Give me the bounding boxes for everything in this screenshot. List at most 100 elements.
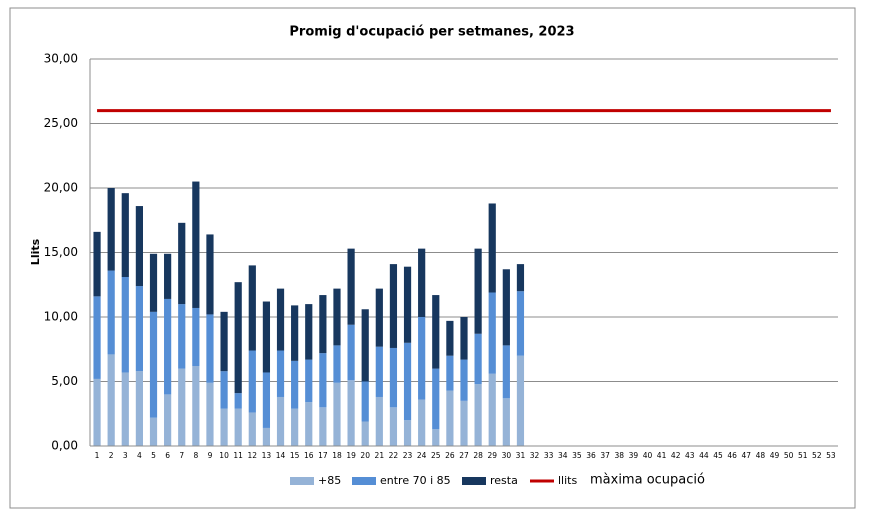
x-tick-label: 42 bbox=[671, 451, 681, 460]
bar-segment bbox=[206, 314, 214, 383]
bar-segment bbox=[305, 359, 313, 403]
bar-segment bbox=[107, 188, 115, 271]
x-tick-label: 52 bbox=[812, 451, 822, 460]
bar-segment bbox=[460, 400, 468, 446]
x-tick-label: 13 bbox=[262, 451, 272, 460]
x-tick-label: 8 bbox=[193, 451, 198, 460]
bar-segment bbox=[192, 307, 200, 367]
x-tick-label: 20 bbox=[360, 451, 370, 460]
bar-segment bbox=[135, 286, 143, 372]
bar-segment bbox=[276, 350, 285, 397]
bar-segment bbox=[488, 373, 496, 446]
bar-segment bbox=[502, 269, 510, 346]
x-tick-label: 37 bbox=[600, 451, 610, 460]
bar-segment bbox=[432, 295, 440, 369]
bar-segment bbox=[291, 360, 299, 409]
bar-segment bbox=[164, 394, 172, 446]
x-tick-label: 16 bbox=[304, 451, 314, 460]
bar-segment bbox=[474, 333, 482, 385]
bar-segment bbox=[389, 264, 398, 348]
bar-segment bbox=[248, 265, 256, 351]
x-tick-label: 6 bbox=[165, 451, 170, 460]
x-tick-label: 41 bbox=[657, 451, 667, 460]
x-tick-label: 1 bbox=[95, 451, 100, 460]
bar-segment bbox=[403, 342, 412, 421]
x-tick-label: 5 bbox=[151, 451, 156, 460]
y-tick-label: 0,00 bbox=[51, 439, 78, 453]
x-tick-label: 25 bbox=[431, 451, 441, 460]
bar-segment bbox=[319, 353, 327, 408]
bar-segment bbox=[248, 412, 256, 446]
x-tick-label: 14 bbox=[276, 451, 286, 460]
bar-segment bbox=[107, 354, 115, 446]
y-tick-label: 20,00 bbox=[44, 181, 78, 195]
legend-label: llits bbox=[558, 474, 577, 487]
bar-segment bbox=[220, 408, 228, 446]
x-tick-label: 15 bbox=[290, 451, 300, 460]
x-tick-label: 39 bbox=[629, 451, 639, 460]
x-tick-label: 44 bbox=[699, 451, 709, 460]
bar-segment bbox=[262, 301, 271, 373]
x-tick-label: 22 bbox=[389, 451, 399, 460]
x-tick-label: 40 bbox=[643, 451, 653, 460]
x-tick-label: 30 bbox=[502, 451, 512, 460]
bar-segment bbox=[234, 282, 242, 394]
x-tick-label: 33 bbox=[544, 451, 554, 460]
y-tick-label: 30,00 bbox=[44, 52, 78, 66]
y-tick-label: 15,00 bbox=[44, 245, 78, 259]
bar-segment bbox=[488, 203, 496, 293]
bar-segment bbox=[361, 421, 369, 446]
x-tick-label: 21 bbox=[375, 451, 385, 460]
bar-segment bbox=[276, 396, 285, 446]
x-tick-label: 35 bbox=[572, 451, 582, 460]
bar-segment bbox=[333, 288, 341, 346]
bar-segment bbox=[375, 288, 383, 347]
bar-segment bbox=[234, 393, 242, 409]
x-tick-label: 12 bbox=[248, 451, 258, 460]
x-tick-label: 7 bbox=[179, 451, 184, 460]
x-tick-label: 32 bbox=[530, 451, 540, 460]
bar-segment bbox=[291, 305, 299, 361]
bar-segment bbox=[418, 248, 426, 317]
bar-segment bbox=[121, 277, 129, 373]
bar-segment bbox=[446, 390, 454, 446]
y-tick-label: 5,00 bbox=[51, 374, 78, 388]
bar-segment bbox=[121, 372, 129, 446]
legend-swatch bbox=[290, 477, 314, 485]
x-tick-label: 38 bbox=[614, 451, 624, 460]
bar-segment bbox=[361, 309, 369, 382]
x-tick-label: 9 bbox=[208, 451, 213, 460]
x-tick-label: 2 bbox=[109, 451, 114, 460]
x-tick-label: 23 bbox=[403, 451, 413, 460]
bar-segment bbox=[446, 320, 454, 356]
bar-segment bbox=[347, 380, 355, 446]
bar-segment bbox=[375, 346, 383, 397]
bar-segment bbox=[502, 398, 510, 446]
bar-segment bbox=[361, 381, 369, 422]
bar-segment bbox=[291, 408, 299, 446]
x-tick-label: 28 bbox=[473, 451, 483, 460]
x-tick-label: 45 bbox=[713, 451, 723, 460]
bar-segment bbox=[164, 298, 172, 395]
bar-segment bbox=[460, 317, 468, 360]
x-tick-label: 29 bbox=[487, 451, 497, 460]
bar-segment bbox=[149, 417, 158, 446]
bar-segment bbox=[516, 355, 525, 446]
bar-segment bbox=[93, 378, 101, 446]
x-tick-label: 50 bbox=[784, 451, 794, 460]
bar-segment bbox=[192, 366, 200, 446]
bar-segment bbox=[248, 350, 256, 413]
annotation: màxima ocupació bbox=[590, 473, 705, 488]
bar-segment bbox=[347, 324, 355, 381]
x-tick-label: 47 bbox=[741, 451, 751, 460]
bar-segment bbox=[276, 288, 285, 351]
x-tick-label: 17 bbox=[318, 451, 328, 460]
x-tick-label: 4 bbox=[137, 451, 142, 460]
chart-title: Promig d'ocupació per setmanes, 2023 bbox=[289, 25, 574, 40]
x-tick-label: 34 bbox=[558, 451, 568, 460]
bar-segment bbox=[432, 429, 440, 446]
bar-segment bbox=[403, 266, 412, 343]
bar-segment bbox=[262, 372, 271, 428]
bar-segment bbox=[93, 296, 101, 379]
